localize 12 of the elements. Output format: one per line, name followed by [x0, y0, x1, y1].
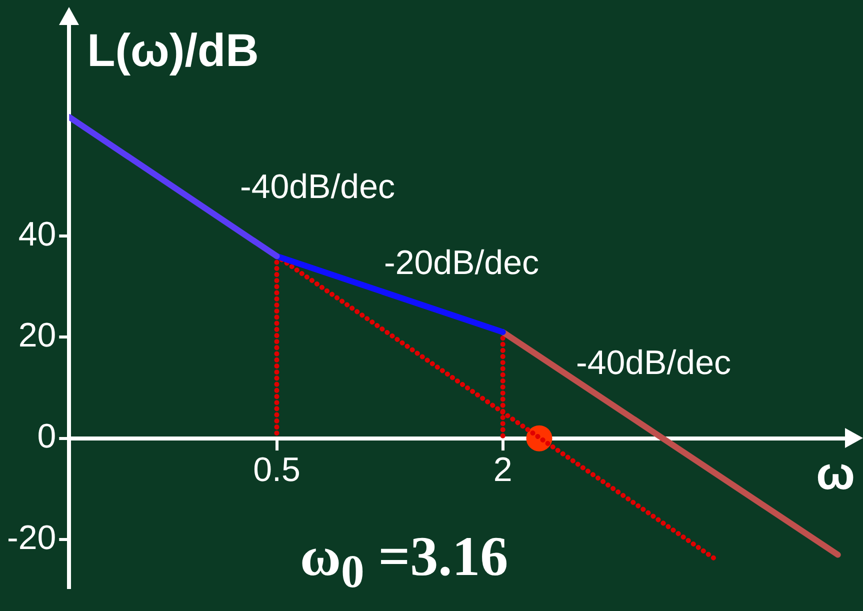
- x-tick-label: 0.5: [253, 451, 300, 490]
- y-tick-label: 20: [18, 316, 56, 354]
- annotation: -40dB/dec: [240, 168, 395, 207]
- y-axis-title: L(ω)/dB: [87, 24, 259, 76]
- y-tick-label: 40: [18, 215, 56, 254]
- x-tick-label: 2: [493, 451, 512, 490]
- annotation: -20dB/dec: [384, 244, 539, 283]
- y-tick-label: 0: [37, 418, 56, 456]
- annotation: ω$_{0}$ =3.16: [300, 525, 508, 600]
- annotation: -40dB/dec: [576, 344, 731, 383]
- y-tick-label: -20: [7, 518, 56, 557]
- x-axis-title: ω: [816, 447, 855, 500]
